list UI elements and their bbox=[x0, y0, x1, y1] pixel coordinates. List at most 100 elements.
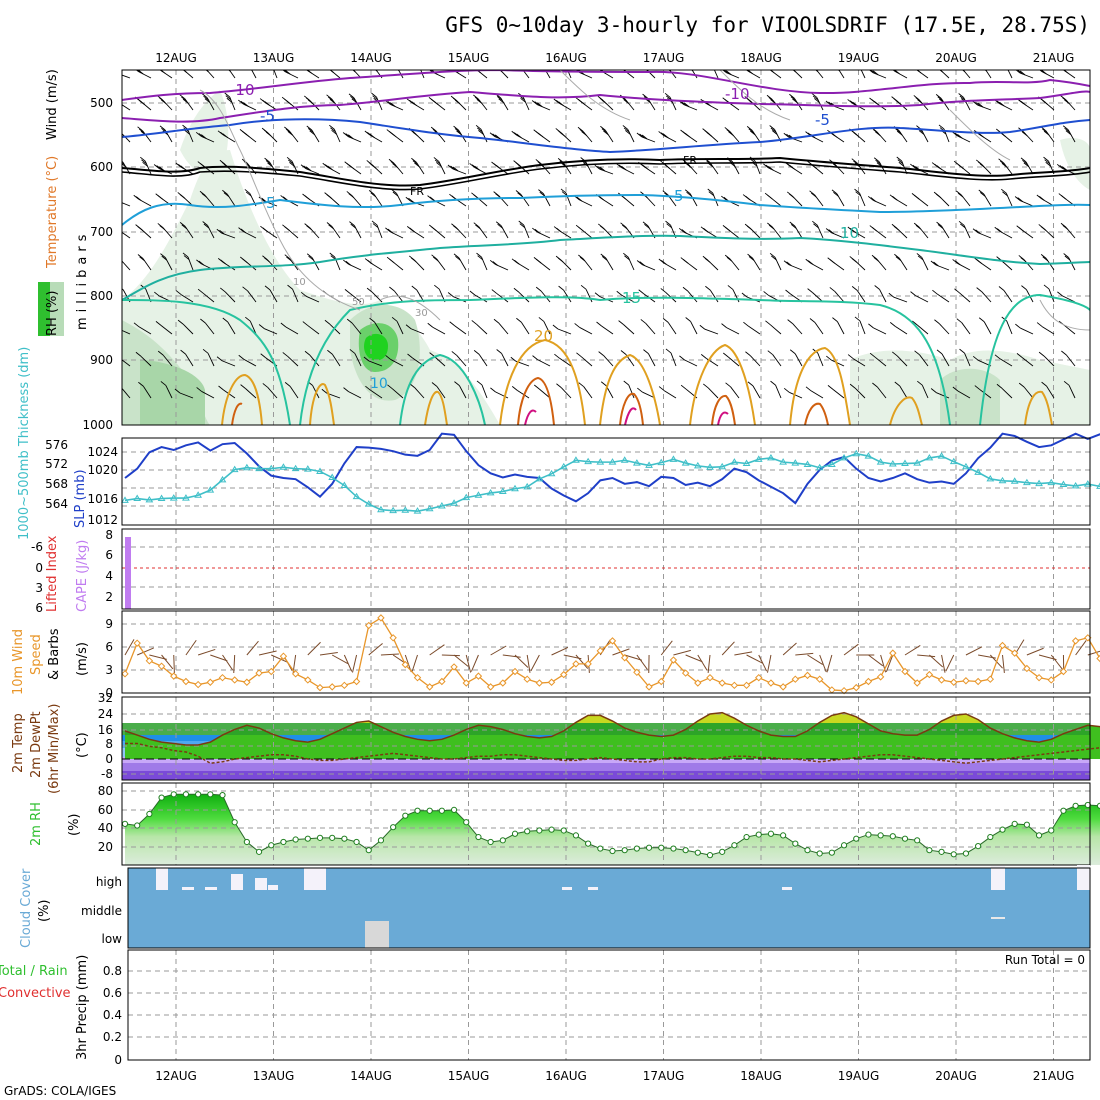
wind-barb bbox=[280, 322, 299, 335]
wind-barb-feather bbox=[157, 223, 164, 228]
wind10m-point bbox=[243, 678, 251, 686]
wind-barb-feather bbox=[1063, 253, 1069, 258]
wind-barb bbox=[868, 323, 887, 335]
wind10m-point bbox=[511, 667, 519, 676]
wind10m-barb bbox=[885, 654, 894, 672]
wind-barb-feather bbox=[349, 221, 355, 226]
wind-barb-staff bbox=[859, 320, 866, 335]
wind10m-point bbox=[901, 667, 909, 676]
wind-barb bbox=[745, 70, 761, 79]
wind-barb-staff bbox=[1068, 385, 1076, 399]
wind-barb-feather bbox=[727, 285, 734, 290]
wind-barb-feather bbox=[391, 132, 397, 138]
wind-barb-feather bbox=[1056, 163, 1063, 169]
date-axis-top: 12AUG 13AUG 14AUG 15AUG 16AUG 17AUG 18AUG 19AUG… bbox=[155, 51, 1074, 65]
wind-barb bbox=[770, 380, 782, 399]
thickness-point bbox=[840, 453, 848, 461]
wind10m-series-line bbox=[124, 616, 1100, 692]
wind10m-point bbox=[645, 683, 653, 691]
wind-barb-staff bbox=[684, 359, 698, 367]
wind-barb-staff bbox=[713, 70, 719, 79]
wind-barb-feather bbox=[638, 289, 644, 295]
wind-barb-feather bbox=[642, 93, 648, 99]
wind-barb-feather bbox=[978, 317, 985, 323]
ylabel-precip-unit: 3hr Precip (mm) bbox=[75, 955, 90, 1060]
wind-barb bbox=[180, 349, 194, 367]
wind-barb-feather bbox=[707, 61, 712, 65]
wind10m-point bbox=[230, 676, 239, 684]
wind-barb-feather bbox=[391, 189, 397, 194]
wind-barb-staff bbox=[663, 390, 677, 399]
wind-barb-feather bbox=[699, 324, 706, 330]
rh2m-point bbox=[1035, 832, 1043, 839]
wind-barb bbox=[391, 62, 404, 79]
wind10m-point bbox=[157, 662, 166, 670]
wind-barb bbox=[384, 99, 404, 111]
wind-barb bbox=[953, 160, 971, 175]
rh2m-point bbox=[804, 847, 811, 854]
wind-barb-feather bbox=[600, 381, 607, 387]
wind-barb-feather bbox=[391, 62, 396, 66]
wind-barb-feather bbox=[809, 318, 816, 323]
wind-barb-staff bbox=[476, 324, 488, 335]
contour-labels: -10 -10 -5 -5 FR FR 5 5 10 15 20 10 10 3… bbox=[230, 81, 859, 392]
wind-barb bbox=[1016, 225, 1034, 239]
wind-barb-staff bbox=[331, 354, 341, 367]
wind-barb bbox=[122, 133, 131, 143]
ytick: 8 bbox=[105, 528, 113, 542]
ylabel-cloud-unit: (%) bbox=[37, 900, 52, 923]
wind-barb-feather bbox=[916, 253, 923, 258]
wind-barb-feather bbox=[556, 383, 562, 389]
wind-barb-feather bbox=[623, 127, 630, 133]
wind-barb-feather bbox=[809, 190, 815, 196]
wind-barb-feather bbox=[956, 318, 963, 324]
wind-barb-staff bbox=[1021, 357, 1034, 367]
thickness-point bbox=[182, 494, 190, 501]
wind-barb-feather bbox=[300, 164, 307, 170]
wind-barb bbox=[364, 130, 383, 143]
wind-barb-feather bbox=[935, 193, 942, 199]
wind-barb-feather bbox=[264, 257, 270, 263]
wind-barb-feather bbox=[258, 324, 265, 329]
upper-air-yticks: 500 600 700 800 900 1000 bbox=[82, 96, 113, 432]
wind-barb-feather bbox=[142, 161, 148, 167]
wind-barb-feather bbox=[365, 385, 371, 391]
wind-barb-feather bbox=[910, 163, 916, 169]
wind-barb-feather bbox=[747, 253, 753, 259]
wind-barb-feather bbox=[788, 193, 795, 199]
wind-barb-feather bbox=[770, 127, 777, 133]
wind-barb-feather bbox=[326, 222, 333, 227]
date-label-bottom: 20AUG bbox=[935, 1069, 977, 1083]
wind-barb bbox=[122, 260, 131, 271]
wind-barb bbox=[476, 252, 488, 271]
wind-barb-feather bbox=[624, 255, 630, 261]
wind-barb bbox=[891, 96, 908, 111]
wind-barb-feather bbox=[135, 196, 142, 201]
wind-barb-feather bbox=[473, 94, 479, 100]
wind-barb-feather bbox=[728, 131, 734, 137]
wind-barb bbox=[245, 316, 257, 335]
wind-barb-feather bbox=[873, 100, 880, 106]
rh2m-area bbox=[125, 794, 1100, 865]
wind-barb-feather bbox=[1017, 197, 1023, 202]
thickness-point bbox=[657, 458, 666, 466]
wind-barb-feather bbox=[828, 229, 834, 234]
wind10m-point bbox=[450, 663, 458, 671]
thickness-point bbox=[1035, 479, 1043, 487]
rh2m-point bbox=[414, 807, 421, 814]
wind-barb bbox=[702, 255, 719, 271]
wind-barb bbox=[623, 252, 635, 271]
wind10m-point bbox=[547, 678, 556, 686]
wind-barb bbox=[327, 349, 341, 367]
wind-barb-feather bbox=[324, 164, 331, 169]
wind-barb-feather bbox=[783, 260, 790, 266]
wind-barb-feather bbox=[789, 165, 796, 170]
wind-barb-feather bbox=[244, 132, 250, 138]
ylabel-cape: CAPE (J/kg) bbox=[75, 540, 90, 612]
wind-barb-feather bbox=[324, 65, 329, 69]
rh2m-point bbox=[950, 851, 957, 858]
wind-barb bbox=[282, 70, 299, 79]
cloud-frame bbox=[127, 867, 1091, 949]
wind-barb-feather bbox=[1043, 156, 1049, 162]
wind-barb-feather bbox=[329, 252, 336, 258]
